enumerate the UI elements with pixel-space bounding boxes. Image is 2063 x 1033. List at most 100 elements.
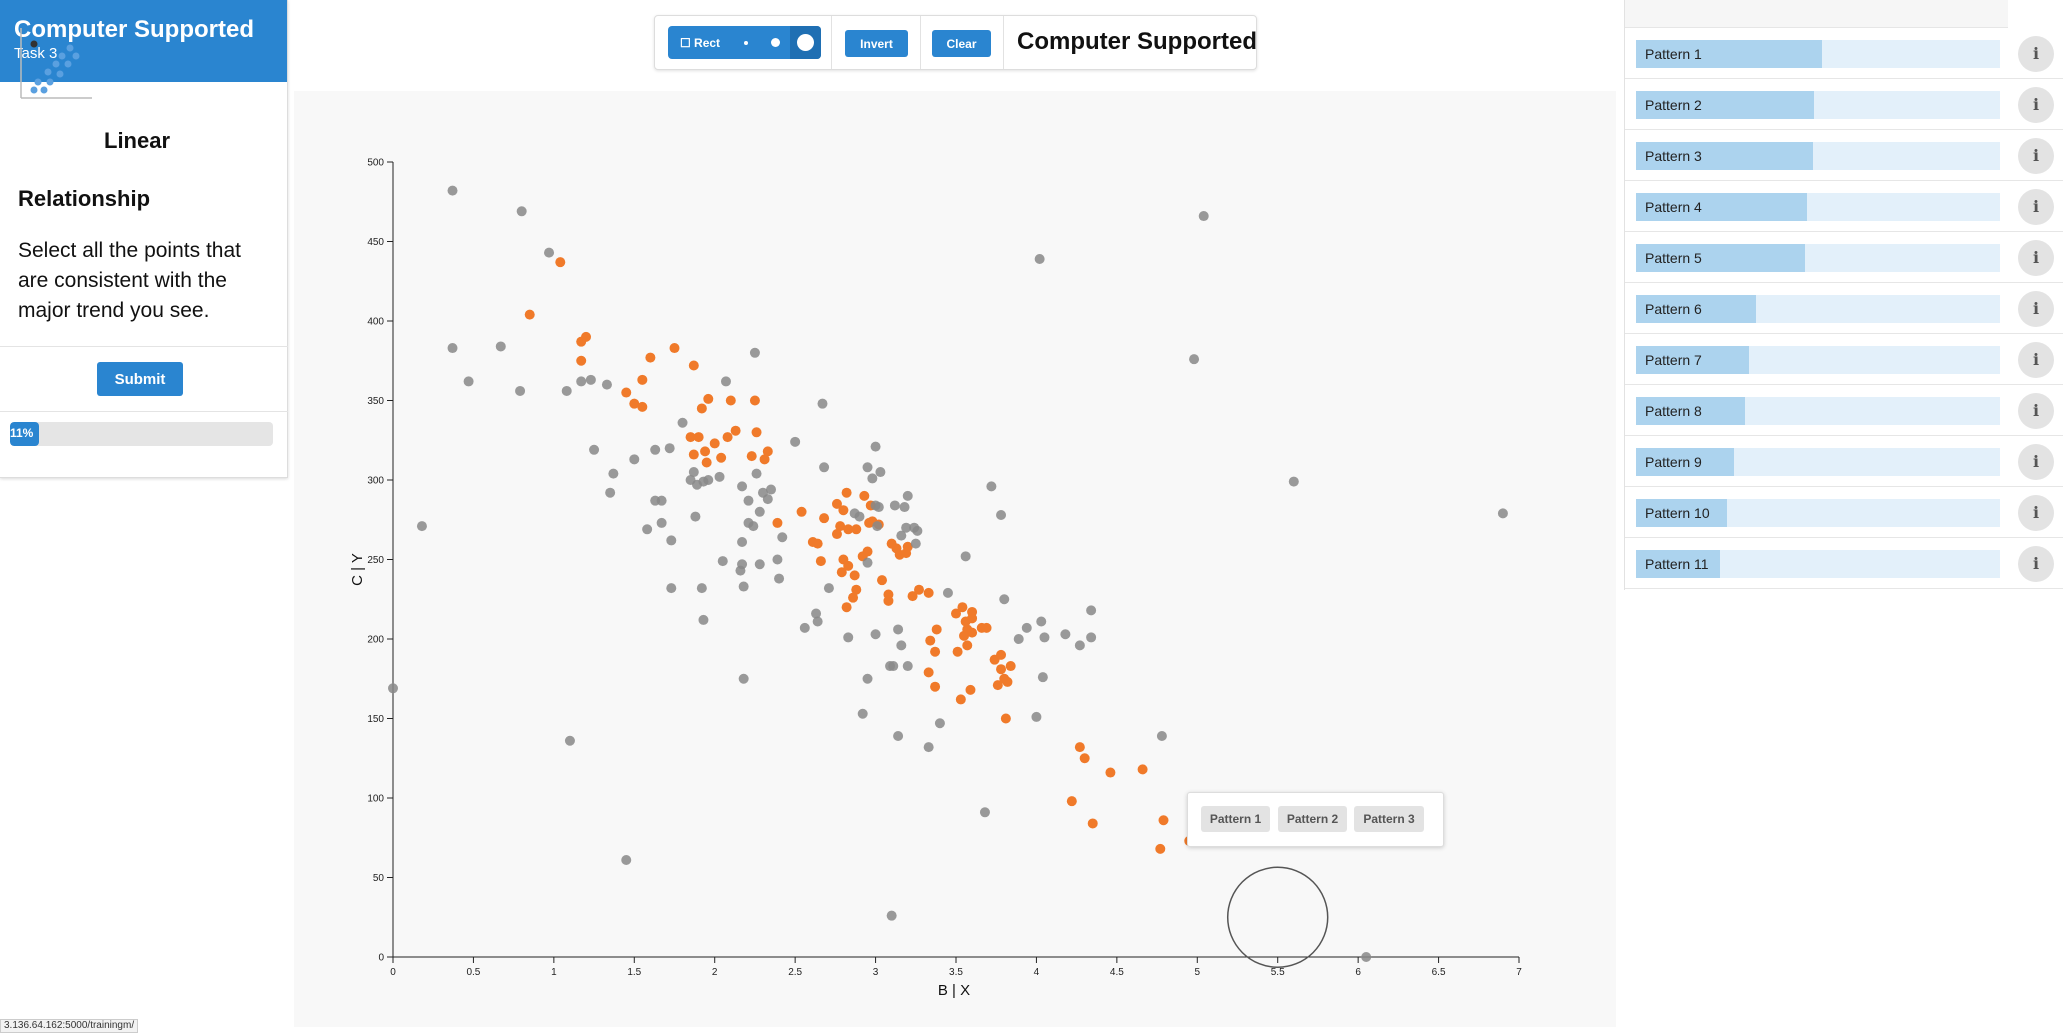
pattern-score-bar[interactable]: Pattern 11 [1636, 550, 2000, 578]
info-icon: i [2032, 503, 2040, 522]
popup-pattern-3-button[interactable]: Pattern 3 [1354, 806, 1424, 832]
pattern-info-button[interactable]: i [2018, 393, 2054, 429]
pattern-row[interactable]: Pattern 11 i [1625, 538, 2063, 589]
pattern-info-button[interactable]: i [2018, 240, 2054, 276]
unselected-point [748, 521, 759, 532]
unselected-point [666, 535, 677, 546]
popup-pattern-1-button[interactable]: Pattern 1 [1201, 806, 1270, 832]
pattern-row[interactable]: Pattern 3 i [1625, 130, 2063, 181]
pattern-score-bar[interactable]: Pattern 5 [1636, 244, 2000, 272]
pattern-row[interactable]: Pattern 9 i [1625, 436, 2063, 487]
pattern-row[interactable]: Pattern 2 i [1625, 79, 2063, 130]
scatter-plot-area[interactable]: 0 0.5 1 1.5 2 2.5 3 3.5 4 4.5 5 5.5 6 6.5 7 0 50 100 150 20… [294, 91, 1616, 1027]
x-tick-label: 6 [1355, 967, 1361, 978]
unselected-point [650, 444, 661, 455]
unselected-point [849, 508, 860, 519]
selected-point [703, 393, 714, 404]
scatter-plot[interactable]: 0 0.5 1 1.5 2 2.5 3 3.5 4 4.5 5 5.5 6 6.5 7 0 50 100 150 20… [294, 91, 1616, 1027]
pattern-score-fill [1636, 244, 1805, 272]
selected-point [877, 575, 888, 586]
unselected-point [1189, 354, 1200, 365]
pattern-score-fill [1636, 193, 1807, 221]
rect-brush-button[interactable]: ☐ Rect [668, 26, 732, 59]
brush-size-small-button[interactable] [732, 26, 760, 59]
unselected-point [642, 524, 653, 535]
pattern-score-bar[interactable]: Pattern 10 [1636, 499, 2000, 527]
unselected-point [873, 502, 884, 513]
selected-point [959, 630, 970, 641]
unselected-point [910, 538, 921, 549]
pattern-row[interactable]: Pattern 5 i [1625, 232, 2063, 283]
unselected-point [664, 443, 675, 454]
unselected-point [561, 385, 572, 396]
unselected-point [463, 376, 474, 387]
selected-point [637, 401, 648, 412]
selected-point [796, 506, 807, 517]
pattern-row[interactable]: Pattern 8 i [1625, 385, 2063, 436]
pattern-row[interactable]: Pattern 6 i [1625, 283, 2063, 334]
selected-point [831, 529, 842, 540]
pattern-score-bar[interactable]: Pattern 2 [1636, 91, 2000, 119]
x-tick-label: 4.5 [1110, 967, 1124, 978]
unselected-point [677, 417, 688, 428]
selected-point [996, 664, 1007, 675]
pattern-row[interactable]: Pattern 10 i [1625, 487, 2063, 538]
unselected-point [1037, 672, 1048, 683]
selected-point [637, 374, 648, 385]
selected-point [951, 608, 961, 619]
pattern-info-button[interactable]: i [2018, 444, 2054, 480]
unselected-point [923, 742, 934, 753]
selected-point [815, 556, 826, 567]
pattern-list: Pattern 1 i Pattern 2 i Pattern 3 i Pattern 4 i… [1624, 0, 2063, 590]
selected-point [1155, 843, 1166, 854]
task-type-word2: Relationship [18, 186, 151, 211]
pattern-info-button[interactable]: i [2018, 546, 2054, 582]
submit-button[interactable]: Submit [97, 362, 183, 396]
selected-point [965, 684, 976, 695]
unselected-point [774, 573, 785, 584]
pattern-score-bar[interactable]: Pattern 1 [1636, 40, 2000, 68]
pattern-score-bar[interactable]: Pattern 7 [1636, 346, 2000, 374]
unselected-point [862, 673, 873, 684]
divider [0, 411, 288, 412]
x-tick-label: 0 [390, 967, 396, 978]
invert-button[interactable]: Invert [845, 30, 908, 57]
pattern-info-button[interactable]: i [2018, 495, 2054, 531]
clear-button[interactable]: Clear [932, 30, 991, 57]
pattern-score-bar[interactable]: Pattern 8 [1636, 397, 2000, 425]
pattern-info-button[interactable]: i [2018, 189, 2054, 225]
pattern-row[interactable]: Pattern 1 i [1625, 28, 2063, 79]
pattern-row[interactable]: Pattern 4 i [1625, 181, 2063, 232]
x-tick-label: 0.5 [466, 967, 480, 978]
pattern-row[interactable]: Pattern 7 i [1625, 334, 2063, 385]
pattern-score-bar[interactable]: Pattern 6 [1636, 295, 2000, 323]
brush-size-medium-button[interactable] [760, 26, 790, 59]
pattern-info-button[interactable]: i [2018, 342, 2054, 378]
pattern-score-bar[interactable]: Pattern 4 [1636, 193, 2000, 221]
pattern-score-bar[interactable]: Pattern 9 [1636, 448, 2000, 476]
scatter-thumbnail-icon [20, 28, 92, 99]
brush-size-large-button[interactable] [790, 26, 821, 59]
pattern-info-button[interactable]: i [2018, 87, 2054, 123]
pattern-info-button[interactable]: i [2018, 36, 2054, 72]
selected-point [841, 602, 852, 613]
selected-point [746, 451, 757, 462]
selected-point [1105, 767, 1116, 778]
popup-pattern-2-button[interactable]: Pattern 2 [1278, 806, 1347, 832]
dataset-title: Computer Supported [1017, 28, 1257, 55]
unselected-point [893, 624, 904, 635]
selected-point [848, 592, 859, 603]
selected-point [645, 352, 656, 363]
selected-point [555, 257, 566, 268]
unselected-point [703, 475, 714, 485]
pattern-info-button[interactable]: i [2018, 138, 2054, 174]
selected-point [759, 454, 770, 465]
pattern-info-button[interactable]: i [2018, 291, 2054, 327]
task-instructions: Select all the points that are consisten… [18, 239, 241, 322]
pattern-score-fill [1636, 295, 1756, 323]
unselected-point [817, 398, 828, 409]
pattern-score-bar[interactable]: Pattern 3 [1636, 142, 2000, 170]
selected-point [981, 622, 992, 633]
pattern-label: Pattern 4 [1645, 199, 1702, 215]
unselected-point [714, 471, 725, 482]
